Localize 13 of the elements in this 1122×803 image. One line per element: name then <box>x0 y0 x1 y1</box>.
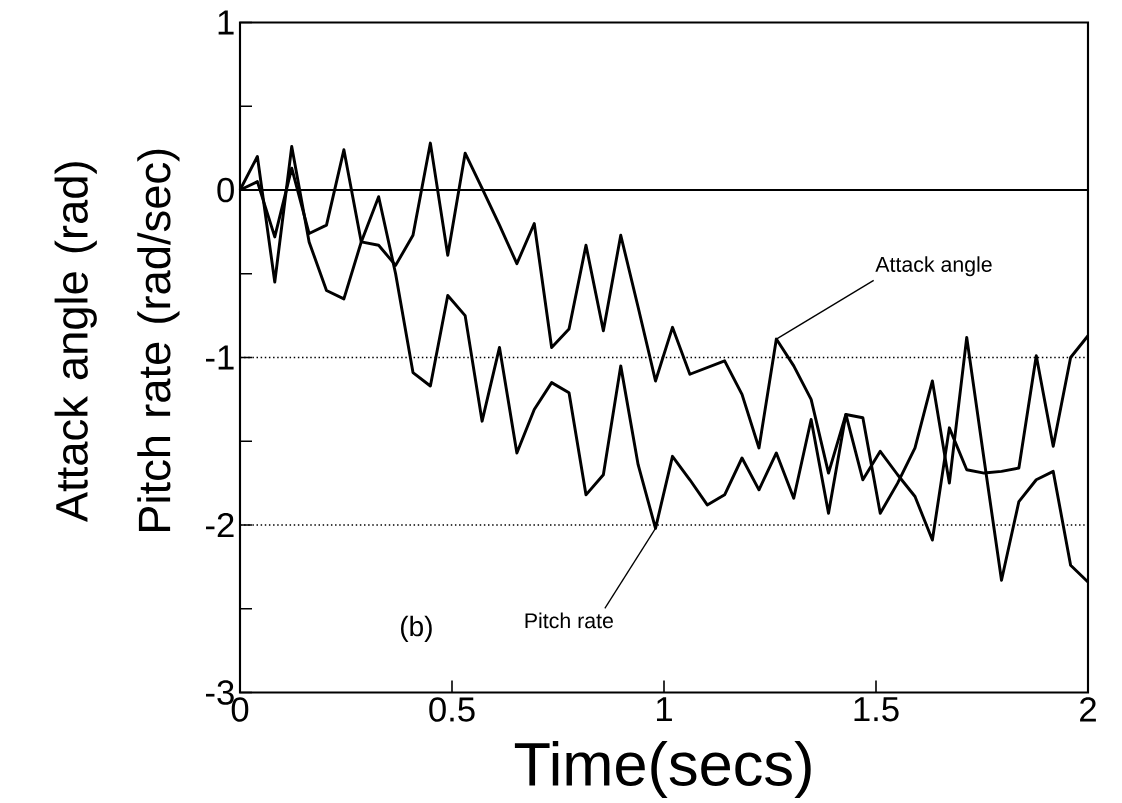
x-tick-label: 1 <box>656 697 672 722</box>
annotation: (b) <box>401 615 432 642</box>
x-tick-label: 1.5 <box>854 697 899 722</box>
x-tick-label: 2 <box>1080 697 1096 722</box>
y-tick-label: -1 <box>206 345 234 370</box>
annotation: Attack angle <box>875 256 992 277</box>
annotation: Pitch rate <box>525 612 613 629</box>
y-tick-label: -2 <box>206 512 234 538</box>
x-tick-label: 0.5 <box>429 697 475 722</box>
y-tick-label: 0 <box>217 177 234 203</box>
y-axis-title: Attack angle (rad) Pitch rate (rad/sec) <box>54 149 180 532</box>
x-axis-title: Time(secs) <box>514 740 811 799</box>
y-tick-label: 1 <box>218 10 234 35</box>
